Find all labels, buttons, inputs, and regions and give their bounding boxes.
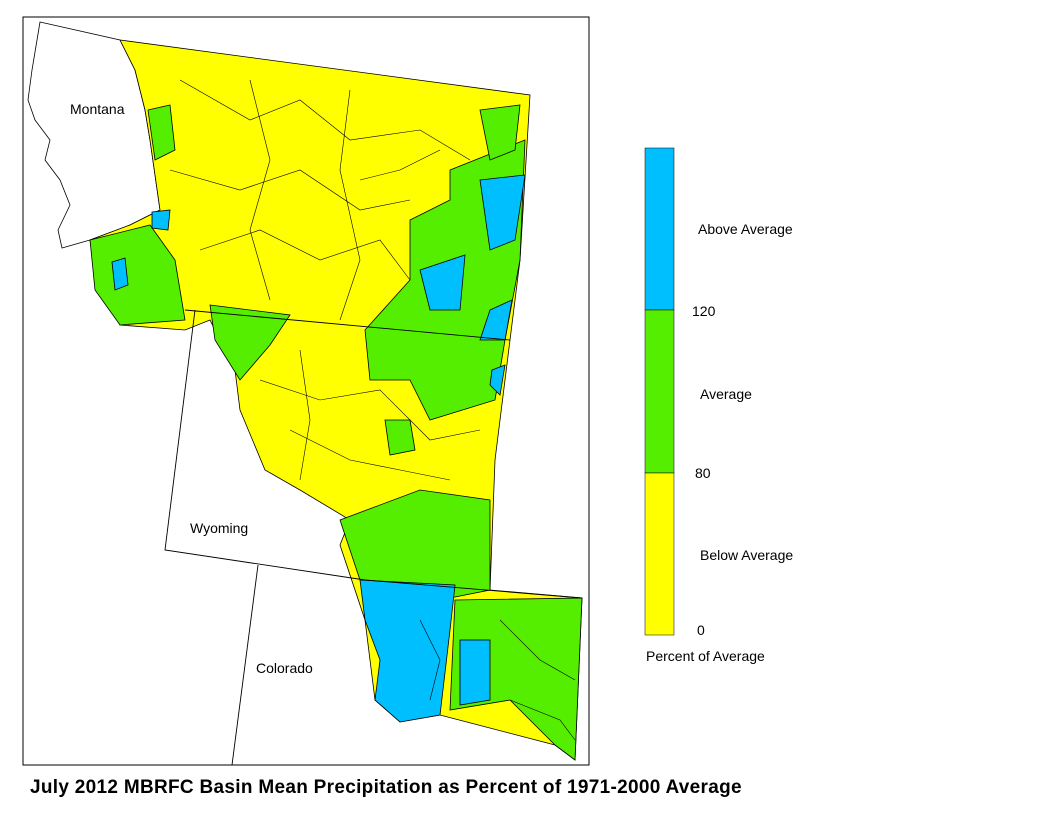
basin-boundaries [169,79,576,741]
average-region [384,419,416,456]
average-region [89,224,186,326]
above-average-region [419,254,466,311]
above-average-region [459,639,491,706]
legend-swatch [644,309,675,474]
state-borders [164,309,583,766]
legend-label: Above Average [698,221,793,237]
legend-swatch [644,472,675,636]
title: July 2012 MBRFC Basin Mean Precipitation… [30,777,742,798]
above-average-region [359,579,456,723]
legend-tick: 80 [695,465,711,481]
above-average-region [111,257,129,291]
legend-tick: 120 [692,303,716,319]
state-label: Montana [70,101,125,117]
above-average-region [479,174,526,251]
legend-caption: Percent of Average [646,648,765,664]
legend-label: Average [700,386,752,402]
map [27,21,583,766]
above-average-region [151,209,171,231]
legend-label: Below Average [700,547,793,563]
above-average-region [489,364,506,396]
legend-tick: 0 [697,622,705,638]
legend: Above Average 120 Average 80 Below Avera… [644,147,793,664]
average-region [479,104,521,161]
legend-swatch [644,147,675,311]
state-label: Wyoming [190,520,248,536]
above-average-region [479,299,513,341]
average-region [147,104,176,161]
average-region [209,304,291,381]
state-label: Colorado [256,660,313,676]
